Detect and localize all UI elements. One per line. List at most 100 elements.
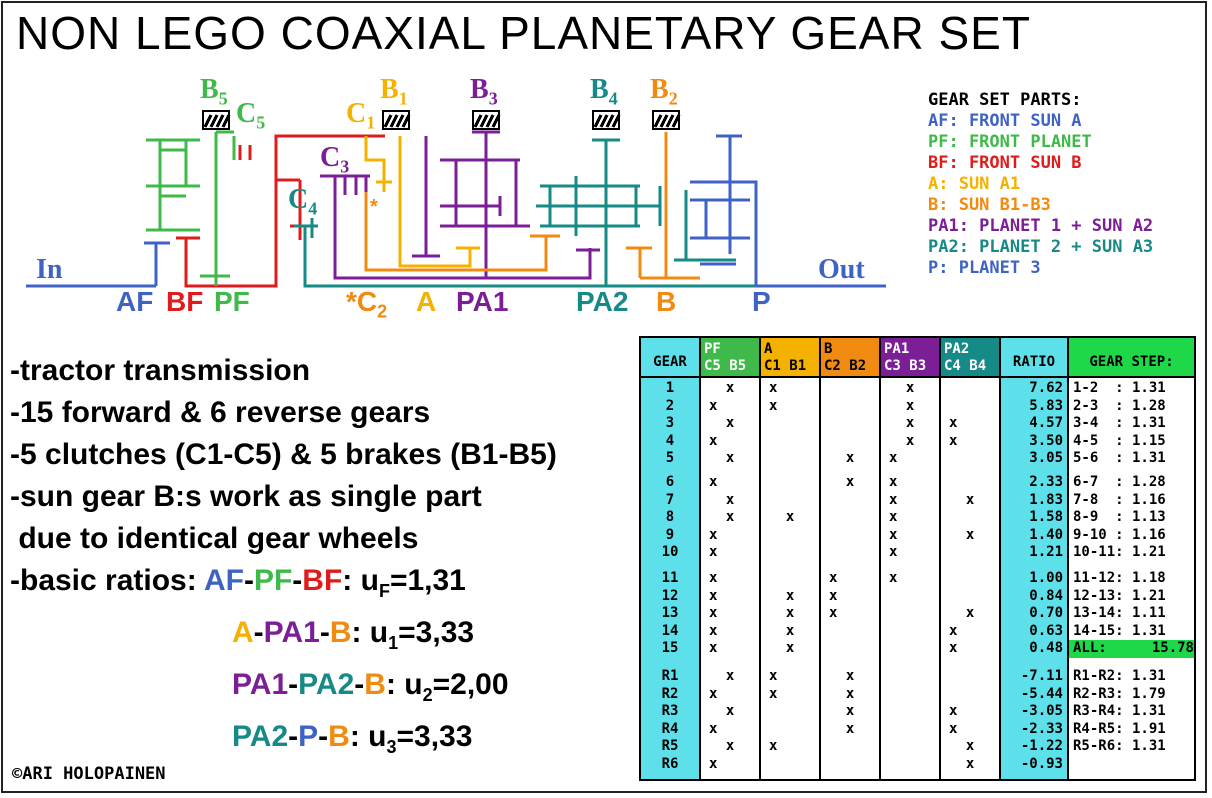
table-line: R3-R4: 1.31 xyxy=(1073,703,1166,720)
table-line: x xyxy=(889,474,915,490)
table-line: -2.33 xyxy=(1020,720,1063,737)
b-cell: x xyxy=(819,378,881,474)
ratio-value: : u1=3,33 xyxy=(351,616,475,653)
gear-cell: 11 12 13 14 15 xyxy=(639,568,701,668)
table-line: x xyxy=(709,432,735,449)
parts-item: B: SUN B1-B3 xyxy=(928,195,1051,215)
table-line xyxy=(829,527,879,545)
table-line: x xyxy=(889,570,915,586)
feature-item: -5 clutches (C1-C5) & 5 brakes (B1-B5) xyxy=(10,438,557,471)
table-line: 2 xyxy=(665,397,675,414)
pf-cell: x x x x x xyxy=(699,568,761,668)
ratio-part: B xyxy=(364,668,386,701)
ratio-line: PA1-PA2-B: u2=2,00 xyxy=(10,664,557,716)
table-line xyxy=(829,433,879,451)
ratio-part: PA2 xyxy=(232,720,289,753)
ratio-part: P xyxy=(298,720,319,753)
a-cell: x xyxy=(759,472,821,570)
header-gear: GEAR xyxy=(639,336,701,378)
table-line xyxy=(889,721,939,739)
table-line xyxy=(949,544,999,562)
table-line xyxy=(949,570,999,588)
a-cell: x x x xyxy=(759,666,821,781)
ratio-part: - xyxy=(354,668,365,701)
brake-symbols xyxy=(202,110,681,130)
pa2-cell: x x xyxy=(939,472,1001,570)
a-shaft xyxy=(364,136,386,192)
table-line: 2.33 xyxy=(1029,474,1063,490)
parts-list: AF: FRONT SUN A PF: FRONT PLANET BF: FRONT… xyxy=(928,111,1153,279)
in-label: In xyxy=(36,254,63,285)
parts-item: A: SUN A1 xyxy=(928,174,1021,194)
table-line: x xyxy=(769,668,795,684)
table-line: -0.93 xyxy=(1020,755,1063,772)
label-b2: B2 xyxy=(650,74,678,109)
label-b: B xyxy=(656,286,677,317)
total-step-value: 15.78 xyxy=(1151,640,1194,657)
table-line: x xyxy=(709,587,735,604)
table-line: 0.48 xyxy=(1029,640,1063,657)
table-line xyxy=(889,588,939,606)
table-line: x xyxy=(889,526,915,543)
pa1-shaft xyxy=(333,176,592,280)
table-line xyxy=(829,380,879,398)
ratio-line: A-PA1-B: u1=3,33 xyxy=(10,612,557,664)
label-star: * xyxy=(370,196,378,218)
ratio-part: A xyxy=(232,616,254,649)
table-line: 1.21 xyxy=(1029,544,1063,561)
table-line xyxy=(769,492,819,510)
ratio-value: : uF=1,31 xyxy=(342,564,466,601)
table-line: x xyxy=(889,432,915,449)
table-line: x xyxy=(949,755,975,772)
table-line: 1 xyxy=(665,380,675,396)
ratio-line: PA2-P-B: u3=3,33 xyxy=(10,716,557,768)
feature-item: -tractor transmission xyxy=(10,354,311,387)
table-line: x xyxy=(709,450,735,467)
table-line: x xyxy=(769,397,795,414)
basic-ratios: -basic ratios: AF-PF-BF: uF=1,31 A-PA1-B:… xyxy=(10,560,557,768)
table-line: x xyxy=(949,622,975,639)
table-line xyxy=(889,623,939,641)
table-line: 12 xyxy=(661,587,679,604)
ratio-part: PA2 xyxy=(298,668,355,701)
table-line xyxy=(829,738,879,756)
table-line: x xyxy=(949,432,975,449)
table-line: R1-R2: 1.31 xyxy=(1073,668,1166,684)
table-line xyxy=(769,450,819,468)
table-line: 8 xyxy=(665,509,675,526)
table-line xyxy=(949,509,999,527)
table-line xyxy=(889,703,939,721)
ratio-cell: 2.33 1.83 1.58 1.40 1.21 xyxy=(999,472,1069,570)
table-line: x xyxy=(709,640,735,657)
table-line xyxy=(769,415,819,433)
a-cell: x x x x xyxy=(759,568,821,668)
table-line: x xyxy=(889,380,915,396)
label-pf: PF xyxy=(214,286,250,317)
table-line: 9-10 : 1.16 xyxy=(1073,526,1166,543)
pa1-cell: x x x x x xyxy=(879,472,941,570)
table-line: x xyxy=(769,587,795,604)
ratio-part: - xyxy=(318,720,329,753)
pa1-cell xyxy=(879,666,941,781)
table-line: 3-4 : 1.31 xyxy=(1073,415,1166,432)
table-line: R5 xyxy=(661,738,679,755)
table-line: x xyxy=(829,703,855,720)
ratio-part: - xyxy=(253,616,264,649)
table-line xyxy=(889,756,939,774)
table-line: 8-9 : 1.13 xyxy=(1073,509,1166,526)
header-pa1: PA1 C3 B3 xyxy=(879,336,941,378)
table-line xyxy=(769,570,819,588)
total-step-label: ALL: xyxy=(1073,640,1107,657)
table-line: 11 xyxy=(661,570,679,586)
table-line: 3.05 xyxy=(1029,450,1063,467)
parts-item: PA1: PLANET 1 + SUN A2 xyxy=(928,216,1154,236)
table-line xyxy=(889,686,939,704)
step-cell: 11-12: 1.18 12-13: 1.21 13-14: 1.11 14-15: … xyxy=(1067,568,1196,668)
table-line: -3.05 xyxy=(1020,703,1063,720)
table-line: x xyxy=(769,605,795,622)
